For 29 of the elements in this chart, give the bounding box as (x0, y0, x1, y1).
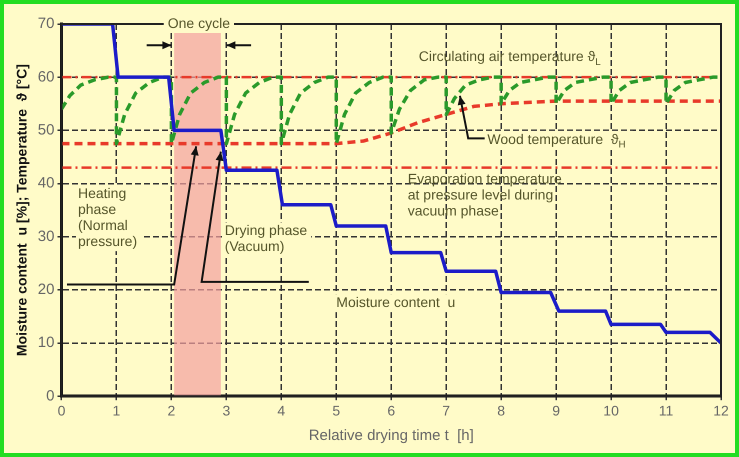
x-tick-label: 3 (222, 402, 230, 418)
annotation: Drying phase (Vacuum) (224, 222, 308, 254)
y-tick-label: 50 (38, 121, 54, 138)
annotation: One cycle (168, 14, 230, 31)
y-tick-label: 40 (38, 174, 54, 192)
x-tick-label: 11 (658, 402, 674, 418)
x-tick-label: 7 (442, 402, 450, 418)
y-tick-label: 60 (38, 68, 54, 86)
x-tick-label: 1 (112, 402, 121, 418)
x-tick-label: 4 (277, 402, 286, 418)
y-axis-title: Moisture content u [%]; Temperature ϑ [°C] (13, 64, 30, 356)
x-tick-label: 5 (332, 402, 340, 418)
y-tick-label: 20 (38, 281, 54, 298)
y-tick-label: 10 (38, 334, 54, 352)
x-tick-label: 0 (58, 402, 66, 418)
y-tick-label: 0 (46, 387, 54, 404)
x-tick-label: 6 (387, 402, 396, 418)
x-tick-label: 8 (497, 402, 506, 418)
y-tick-label: 70 (38, 15, 54, 32)
x-tick-label: 12 (713, 402, 729, 418)
ref-line-label: Evaporation temperature at pressure level during vacuum phase (408, 170, 562, 218)
line-series (61, 99, 721, 146)
x-tick-label: 2 (168, 402, 176, 418)
y-tick-label: 30 (38, 228, 54, 245)
annotation: Heating phase (Normal pressure) (78, 185, 138, 250)
x-tick-label: 10 (603, 402, 620, 418)
x-tick-label: 9 (552, 402, 560, 418)
x-axis-title: Relative drying time t [h] (308, 427, 474, 444)
annotation: Moisture content u (336, 294, 456, 310)
